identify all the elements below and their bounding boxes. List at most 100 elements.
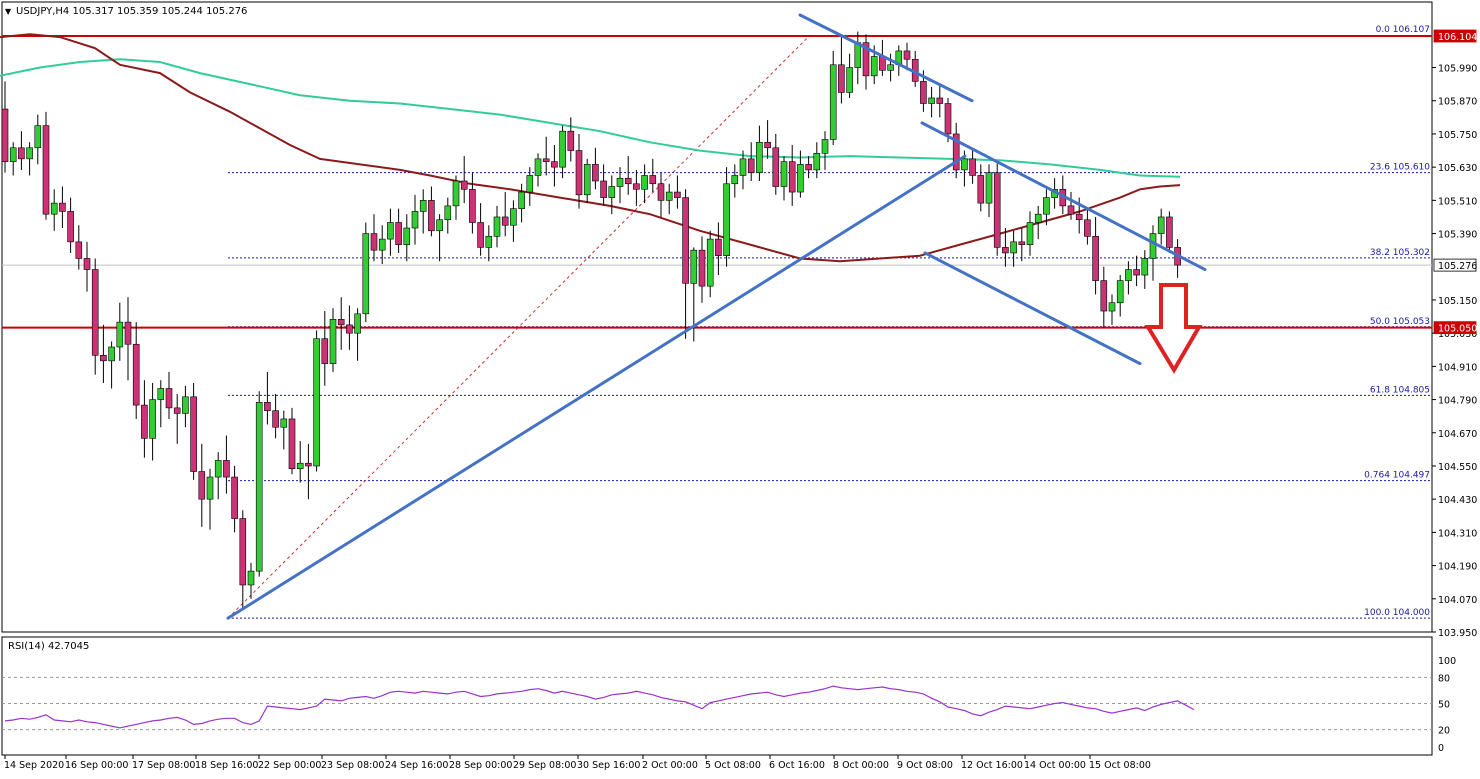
candle-body: [633, 183, 640, 190]
candle-body: [969, 158, 976, 176]
price-tick-label: 105.390: [1438, 230, 1477, 241]
candle: [1157, 208, 1165, 245]
main-panel-frame: [1, 1, 1433, 633]
candle: [75, 225, 83, 270]
candle: [838, 37, 845, 104]
candle-body: [436, 219, 443, 232]
candle: [132, 322, 140, 419]
candle: [969, 147, 976, 184]
candle-body: [255, 402, 263, 572]
candle-body: [264, 402, 271, 411]
candle: [551, 145, 558, 187]
candle-body: [797, 164, 804, 193]
candle-body: [698, 249, 706, 287]
candle-body: [1, 108, 9, 162]
candle: [460, 156, 468, 204]
candle: [403, 214, 411, 262]
time-tick-label: 14 Sep 2020: [4, 760, 64, 771]
trend-line-upper-falling: [798, 13, 974, 103]
candle-body: [903, 50, 911, 60]
candle: [26, 142, 33, 176]
candle: [239, 510, 247, 610]
price-tick-label: 105.990: [1438, 64, 1477, 75]
candle: [501, 192, 509, 237]
candle-body: [26, 147, 33, 160]
candle-body: [1116, 280, 1124, 304]
candle: [567, 117, 575, 162]
candle-body: [1149, 233, 1157, 259]
candle-body: [944, 103, 952, 135]
candle: [731, 164, 739, 198]
candle: [747, 142, 755, 181]
candle: [1010, 230, 1017, 267]
candle: [797, 150, 804, 198]
time-tick-label: 8 Oct 00:00: [833, 760, 889, 771]
candle-body: [756, 141, 763, 173]
candle: [190, 382, 197, 480]
rsi-tick-label: 0: [1438, 743, 1444, 754]
candle: [493, 205, 501, 248]
candle: [616, 167, 624, 204]
candle: [1149, 225, 1157, 281]
candle-body: [772, 147, 780, 187]
candle-body: [731, 175, 739, 185]
candle: [288, 407, 296, 475]
candle-body: [157, 388, 165, 400]
candle: [67, 197, 74, 253]
candle: [116, 302, 124, 361]
candle-body: [526, 175, 534, 193]
fib-level-label: 50.0 105.053: [1370, 317, 1430, 327]
time-tick-label: 17 Sep 08:00: [132, 760, 195, 771]
candle-body: [305, 462, 312, 467]
time-tick-label: 28 Sep 00:00: [449, 760, 512, 771]
candle-body: [313, 338, 320, 467]
candle: [665, 183, 673, 215]
candle: [452, 175, 460, 220]
candle: [378, 225, 386, 264]
candle-body: [370, 233, 378, 251]
candle: [387, 208, 394, 256]
candle: [436, 214, 443, 262]
candle-body: [518, 191, 525, 209]
candle: [100, 324, 107, 383]
candle: [108, 341, 115, 389]
time-tick-label: 12 Oct 16:00: [961, 760, 1023, 771]
candle: [592, 147, 599, 190]
candle-body: [1043, 197, 1050, 215]
candle: [633, 169, 640, 206]
candle: [428, 186, 435, 237]
time-tick-label: 6 Oct 16:00: [769, 760, 825, 771]
fib-level-label: 23.6 105.610: [1370, 163, 1430, 173]
price-tag: [1433, 321, 1477, 335]
candle-body: [551, 161, 558, 168]
candle-body: [501, 216, 509, 226]
candle-body: [59, 202, 66, 212]
candle: [149, 382, 156, 461]
candle-body: [542, 158, 550, 162]
candle: [34, 114, 42, 165]
candle: [1092, 216, 1099, 295]
candle-body: [805, 164, 812, 171]
candle: [846, 53, 853, 98]
ma-100-line: [0, 33, 1181, 263]
candle-body: [920, 81, 927, 104]
price-tick-label: 105.510: [1438, 196, 1477, 207]
candle: [346, 305, 353, 350]
candle: [764, 120, 771, 159]
time-tick-label: 2 Oct 00:00: [642, 760, 698, 771]
candle: [829, 50, 837, 146]
candle: [1100, 266, 1108, 328]
rsi-tick-label: 50: [1438, 700, 1450, 711]
candle-body: [124, 321, 132, 345]
candle: [674, 175, 681, 209]
rsi-tick-label: 80: [1438, 673, 1450, 684]
candle: [223, 435, 230, 494]
price-tag: [1433, 258, 1477, 272]
candle-body: [395, 222, 402, 245]
candle-body: [198, 471, 206, 500]
price-tag: [1433, 29, 1477, 43]
candle-body: [846, 67, 853, 93]
rsi-indicator: 0 20 50 80 100: [2, 656, 1456, 754]
candle: [1026, 211, 1034, 256]
candle-body: [821, 139, 829, 154]
